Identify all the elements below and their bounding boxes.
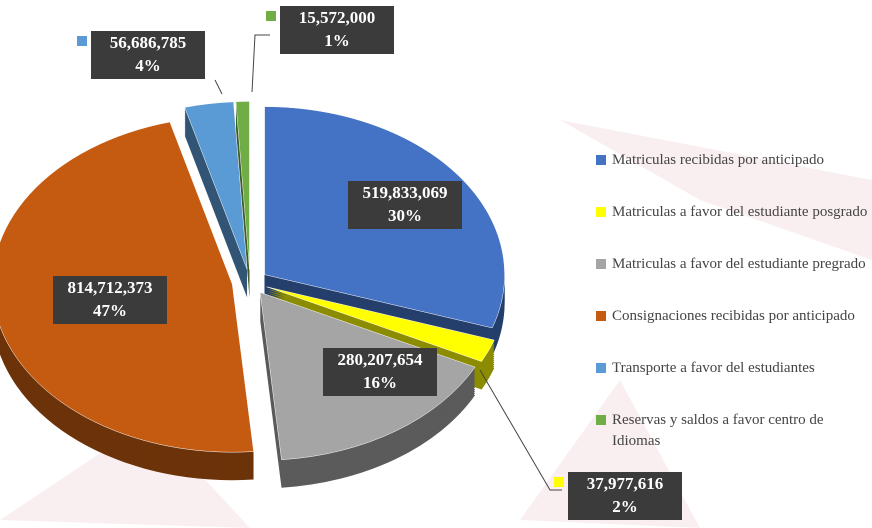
legend-label: Consignaciones recibidas por anticipado: [612, 308, 855, 324]
legend-swatch: [596, 311, 606, 321]
percent-label: 4%: [135, 56, 161, 75]
legend-swatch: [596, 207, 606, 217]
legend: Matriculas recibidas por anticipado Matri…: [596, 150, 868, 462]
slice: [235, 101, 250, 270]
slice: [184, 101, 248, 270]
legend-swatch: [596, 155, 606, 165]
percent-label: 47%: [93, 301, 127, 320]
legend-item: Consignaciones recibidas por anticipado: [596, 306, 868, 358]
leader-line: [214, 79, 223, 95]
label-box: [323, 348, 437, 396]
legend-item: Reservas y saldos a favor centro de Idio…: [596, 410, 868, 462]
value-label: 15,572,000: [299, 8, 376, 27]
legend-label: Matriculas a favor del estudiante pregra…: [612, 256, 866, 272]
legend-swatch: [596, 363, 606, 373]
value-label: 280,207,654: [338, 350, 424, 369]
label-swatch: [77, 36, 87, 46]
legend-label: Transporte a favor del estudiantes: [612, 360, 815, 376]
legend-label: Matriculas a favor del estudiante posgra…: [612, 204, 868, 220]
label-box: [53, 276, 167, 324]
percent-label: 30%: [388, 206, 422, 225]
legend-swatch: [596, 259, 606, 269]
label-swatch: [266, 11, 276, 21]
label-box: [568, 472, 682, 520]
legend-item: Matriculas a favor del estudiante posgra…: [596, 202, 868, 254]
legend-item: Transporte a favor del estudiantes: [596, 358, 868, 410]
value-label: 814,712,373: [68, 278, 153, 297]
leader-line: [479, 369, 562, 491]
percent-label: 16%: [363, 373, 397, 392]
value-label: 37,977,616: [587, 474, 664, 493]
label-box: [280, 6, 394, 54]
label-box: [348, 181, 462, 229]
legend-item: Matriculas recibidas por anticipado: [596, 150, 868, 202]
label-swatch: [554, 477, 564, 487]
percent-label: 1%: [324, 31, 350, 50]
legend-label: Matriculas recibidas por anticipado: [612, 152, 825, 168]
legend-swatch: [596, 415, 606, 425]
label-box: [91, 31, 205, 79]
percent-label: 2%: [612, 497, 638, 516]
leader-line: [251, 34, 270, 93]
watermark: [0, 120, 872, 528]
legend-item: Matriculas a favor del estudiante pregra…: [596, 254, 868, 306]
slice: [266, 286, 495, 362]
value-label: 519,833,069: [363, 183, 448, 202]
value-label: 56,686,785: [110, 33, 187, 52]
legend-label: Reservas y saldos a favor centro de Idio…: [612, 412, 824, 449]
